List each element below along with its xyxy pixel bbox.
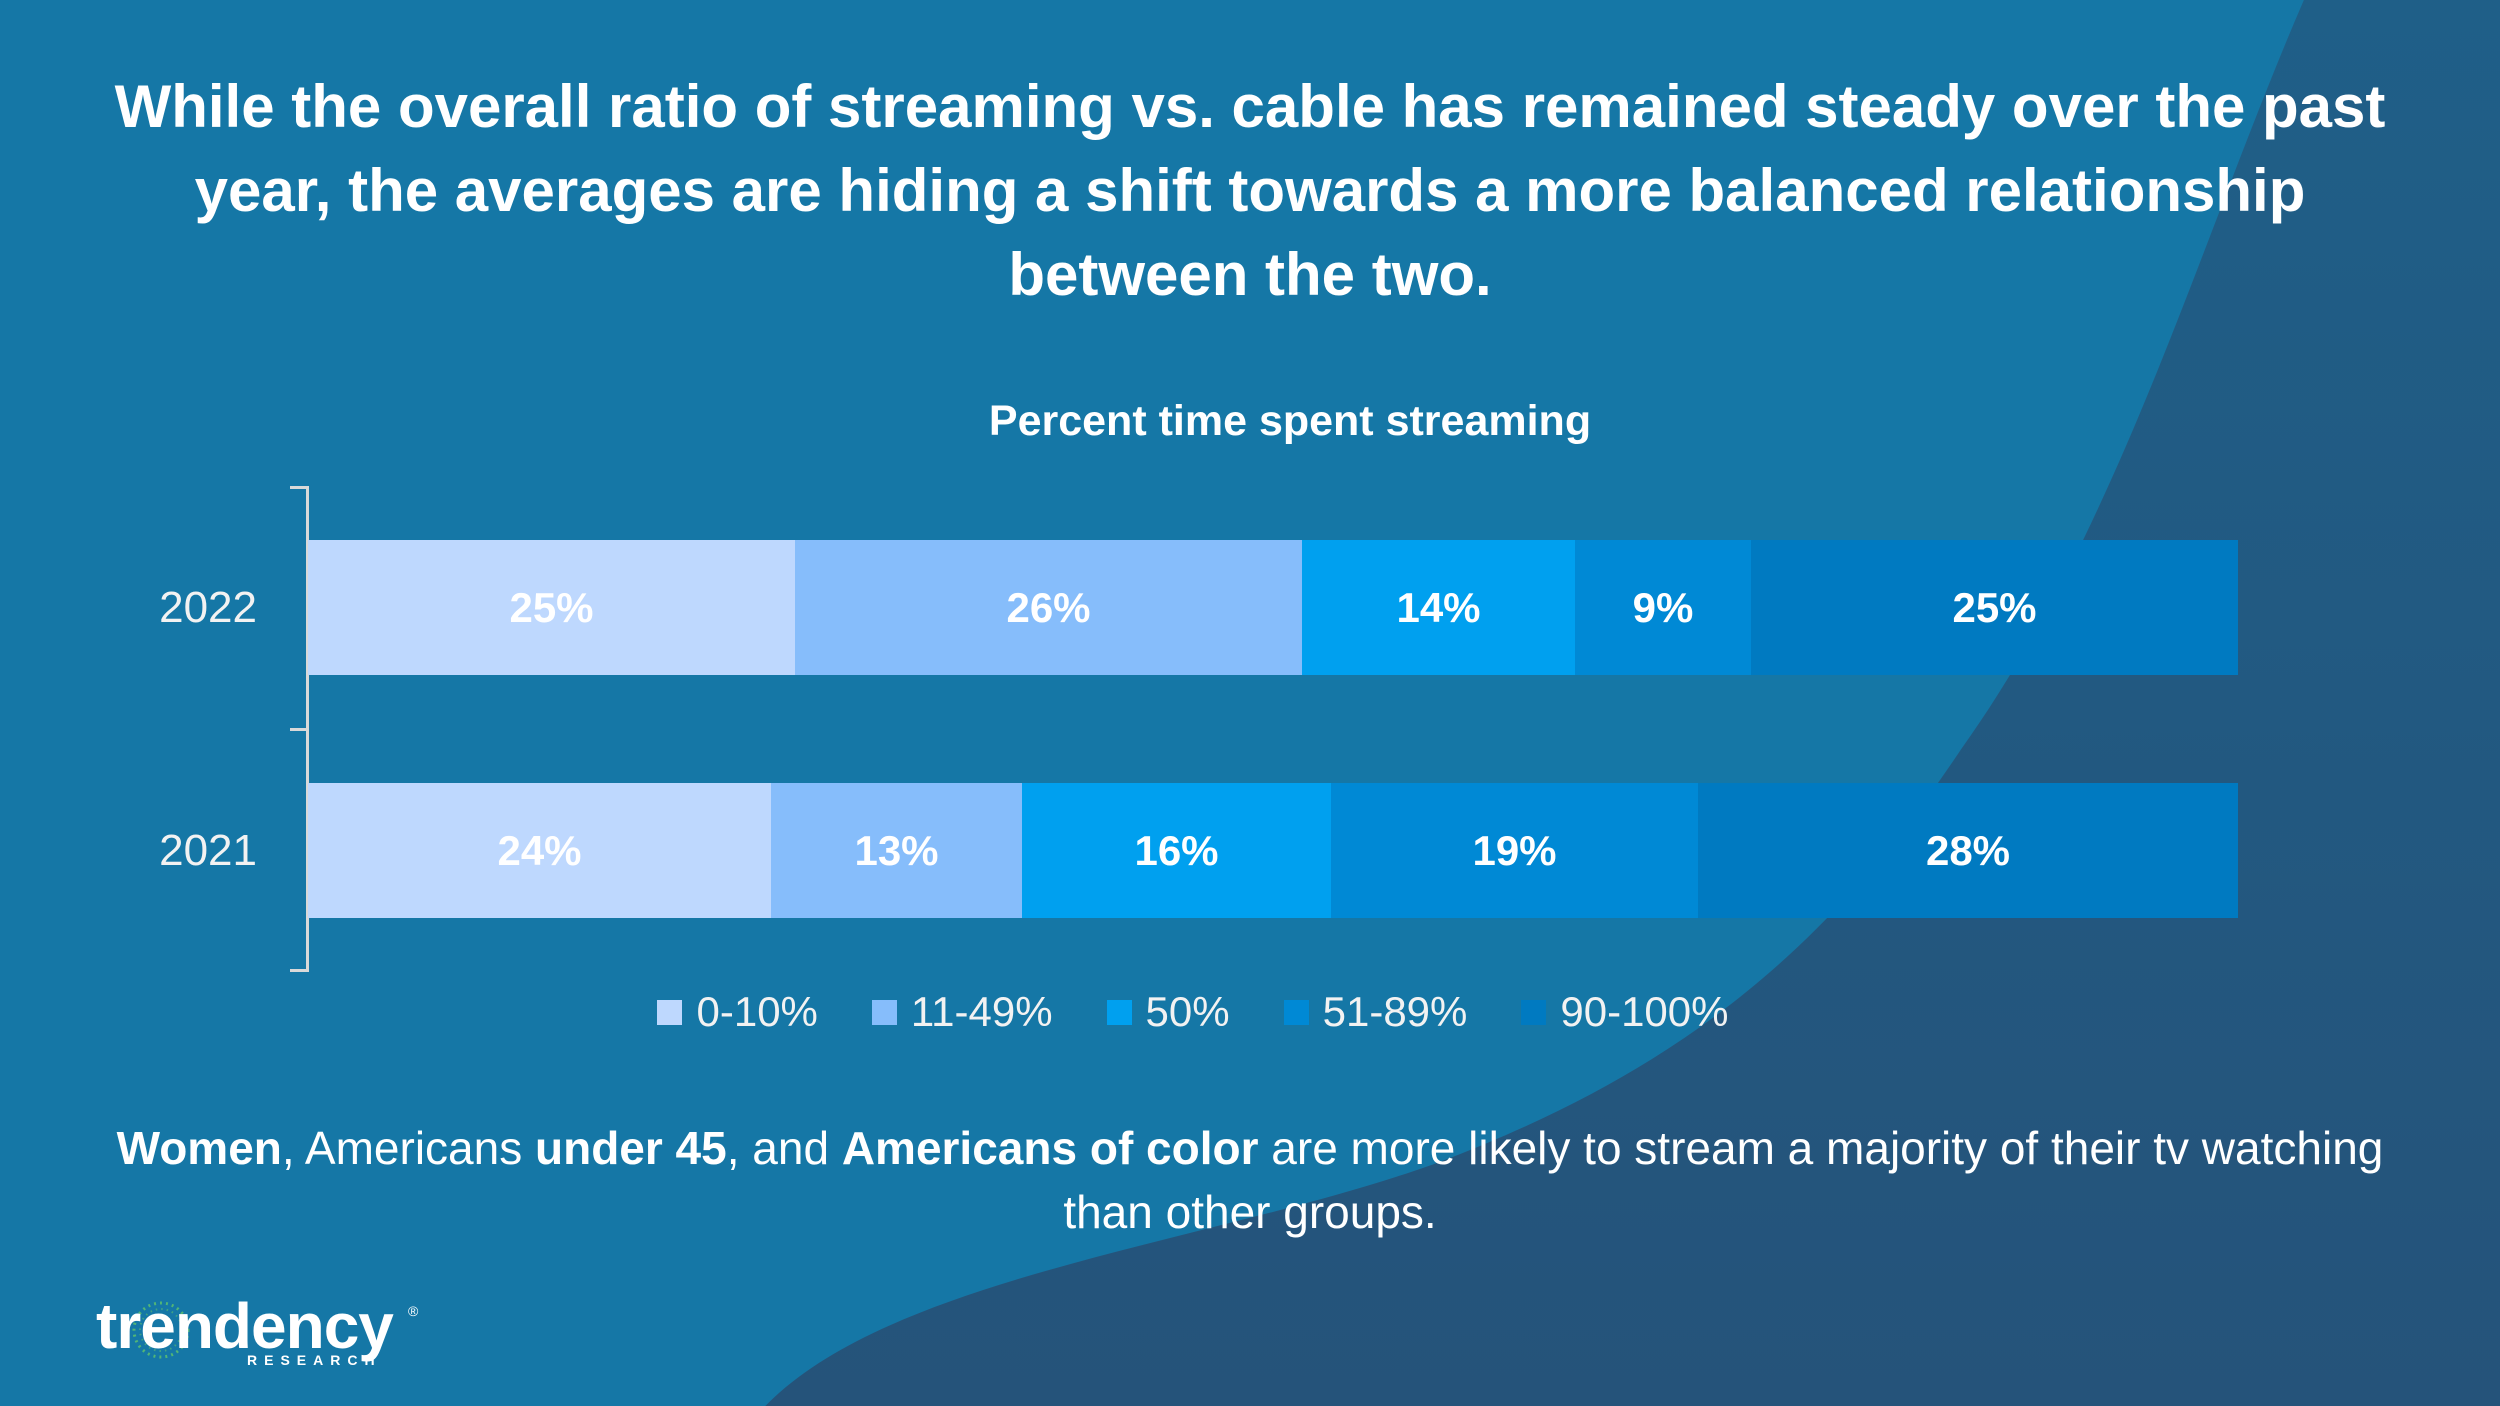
legend-item-0-10: 0-10% xyxy=(657,986,818,1038)
footnote-bold-women: Women xyxy=(116,1122,282,1174)
axis-tick-middle xyxy=(290,728,308,731)
data-label: 24% xyxy=(497,826,582,874)
legend-item-11-49: 11-49% xyxy=(871,986,1053,1038)
logo-wordmark: trendency xyxy=(96,1290,394,1362)
footnote-text: are more likely to stream a majority of … xyxy=(1063,1122,2384,1238)
category-label-2022: 2022 xyxy=(159,582,257,632)
bar-segment-2022-11-49: 26% xyxy=(795,540,1302,675)
bar-segment-2021-50: 16% xyxy=(1022,783,1331,918)
legend-item-50: 50% xyxy=(1106,986,1230,1038)
footnote-bold-americans-of-color: Americans of color xyxy=(841,1122,1259,1174)
legend-item-51-89: 51-89% xyxy=(1283,986,1468,1038)
bar-segment-2021-90-100: 28% xyxy=(1698,783,2238,918)
legend-label: 0-10% xyxy=(696,988,818,1035)
legend-swatch xyxy=(1106,999,1132,1025)
chart-legend: 0-10% 11-49% 50% 51-89% 90-100% xyxy=(0,986,2386,1038)
legend-label: 50% xyxy=(1145,988,1230,1035)
logo-registered-mark: ® xyxy=(408,1303,419,1319)
legend-swatch xyxy=(871,999,897,1025)
bar-segment-2021-51-89: 19% xyxy=(1331,783,1698,918)
footnote-bold-under-45: under 45 xyxy=(535,1122,727,1174)
data-label: 28% xyxy=(1925,826,2011,874)
data-label: 19% xyxy=(1472,826,1557,874)
legend-swatch xyxy=(1521,999,1547,1025)
data-label: 14% xyxy=(1396,583,1481,631)
bar-segment-2021-11-49: 13% xyxy=(771,783,1022,918)
axis-tick-bottom xyxy=(290,969,308,972)
category-label-2021: 2021 xyxy=(159,825,257,875)
legend-swatch xyxy=(1283,999,1309,1025)
data-label: 16% xyxy=(1134,826,1219,874)
chart-title: Percent time spent streaming xyxy=(988,397,1592,445)
bar-segment-2022-90-100: 25% xyxy=(1751,540,2238,675)
bar-segment-2022-51-89: 9% xyxy=(1575,540,1751,675)
legend-label: 90-100% xyxy=(1560,988,1729,1035)
slide-title: While the overall ratio of streaming vs.… xyxy=(114,73,2386,308)
footnote-text: , Americans xyxy=(281,1122,535,1174)
legend-swatch xyxy=(657,999,683,1025)
legend-label: 51-89% xyxy=(1322,988,1468,1035)
logo-subtitle: RESEARCH xyxy=(247,1352,382,1368)
data-label: 9% xyxy=(1632,583,1694,631)
bar-segment-2021-0-10: 24% xyxy=(308,783,771,918)
bar-segment-2022-0-10: 25% xyxy=(308,540,795,675)
legend-label: 11-49% xyxy=(910,988,1053,1035)
data-label: 26% xyxy=(1006,583,1091,631)
stacked-bar-chart: 2022 25% 26% 14% 9% 25% 2021 24% 13% 16% 19% 28% xyxy=(159,486,2238,971)
data-label: 13% xyxy=(854,826,939,874)
legend-item-90-100: 90-100% xyxy=(1521,986,1729,1038)
axis-tick-top xyxy=(290,486,308,489)
footnote: Women, Americans under 45, and Americans… xyxy=(90,1116,2410,1244)
trendency-logo: trendency ® RESEARCH xyxy=(96,1290,436,1390)
data-label: 25% xyxy=(1952,583,2037,631)
bar-segment-2022-50: 14% xyxy=(1302,540,1575,675)
logo-dotted-ring-icon xyxy=(132,1301,190,1359)
data-label: 25% xyxy=(509,583,594,631)
footnote-text: , and xyxy=(726,1122,842,1174)
